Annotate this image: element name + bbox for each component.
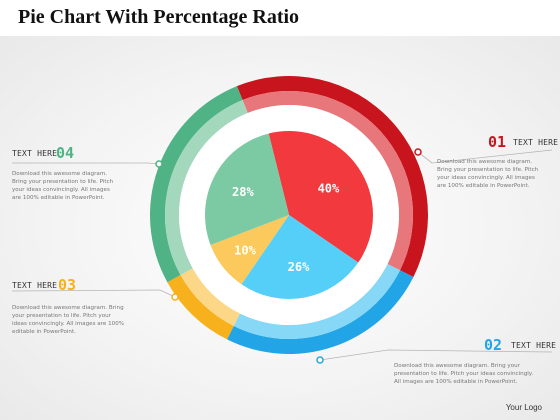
- callout-03-desc-line: your presentation to life. Pitch your: [12, 313, 111, 319]
- leader-dot-3: [171, 293, 179, 301]
- middle-ring-segment-1: [242, 91, 413, 271]
- slice-label-2: 26%: [288, 260, 310, 274]
- callout-03-number: 03: [58, 276, 77, 294]
- inner-pie: [204, 131, 373, 299]
- callout-02-number: 02: [484, 336, 503, 354]
- callout-01-desc: Download this awesome diagram. Bring you…: [437, 158, 538, 190]
- leader-line-4: [12, 162, 160, 165]
- callout-03-desc-line: Download this awesome diagram. Bring: [12, 305, 124, 311]
- outer-ring-segment-4: [150, 86, 243, 283]
- middle-ring: [165, 91, 413, 339]
- callout-03-desc: Download this awesome diagram. Bring you…: [12, 304, 124, 336]
- outer-ring-segment-1: [236, 76, 428, 277]
- callout-02-desc: Download this awesome diagram. Bring you…: [394, 362, 533, 386]
- callout-03-heading: TEXT HERE: [12, 281, 58, 290]
- callout-01-heading: TEXT HERE: [513, 138, 559, 147]
- callout-04-desc-line: your ideas convincingly. All images: [12, 187, 110, 193]
- callout-01-number: 01: [488, 133, 507, 151]
- callout-04-desc-line: Bring your presentation to life. Pitch: [12, 179, 114, 185]
- callout-02-desc-line: All images are 100% editable in PowerPoi…: [394, 379, 518, 385]
- slice-label-1: 40%: [318, 182, 340, 196]
- pie-slice-3: [210, 215, 289, 285]
- outer-ring-segment-2: [227, 270, 414, 354]
- leader-line-3: [11, 289, 176, 298]
- callout-02-desc-line: Download this awesome diagram. Bring you…: [394, 363, 520, 369]
- pie-slice-4: [204, 133, 289, 245]
- middle-ring-segment-4: [165, 100, 248, 275]
- pie-slice-1: [268, 131, 373, 263]
- callout-01-desc-line: your ideas convincingly. All images: [437, 175, 535, 181]
- pie-slice-2: [241, 215, 359, 299]
- callout-01-desc-line: Bring your presentation to life. Pitch: [437, 167, 539, 173]
- callout-02-heading: TEXT HERE: [511, 341, 557, 350]
- leader-dot-4: [155, 160, 163, 168]
- slice-label-3: 10%: [234, 244, 256, 258]
- callout-04-heading: TEXT HERE: [12, 149, 58, 158]
- leader-dot-2: [316, 356, 324, 364]
- logo-text: Your Logo: [505, 403, 542, 412]
- callout-04-desc-line: Download this awesome diagram.: [12, 171, 108, 177]
- middle-ring-segment-2: [233, 264, 401, 339]
- page-title: Pie Chart With Percentage Ratio: [18, 6, 300, 28]
- callout-04-number: 04: [56, 144, 75, 162]
- callout-04-desc-line: are 100% editable in PowerPoint.: [12, 195, 105, 201]
- callout-03-desc-line: editable in PowerPoint.: [12, 329, 76, 335]
- outer-ring: [150, 76, 428, 354]
- leader-dot-1: [414, 148, 422, 156]
- callout-01-desc-line: Download this awesome diagram.: [437, 159, 533, 165]
- title-bar: [0, 0, 560, 36]
- leader-line-1: [417, 149, 553, 164]
- callout-03-desc-line: ideas convincingly. All images are 100%: [12, 321, 125, 327]
- callout-01-desc-line: are 100% editable in PowerPoint.: [437, 183, 530, 189]
- middle-ring-segment-3: [180, 268, 240, 327]
- callout-02-desc-line: presentation to life. Pitch your ideas c…: [394, 371, 534, 377]
- outer-ring-segment-3: [167, 274, 234, 340]
- slice-label-4: 28%: [232, 185, 254, 199]
- callout-04-desc: Download this awesome diagram. Bring you…: [12, 170, 113, 202]
- leader-line-2: [319, 349, 553, 361]
- slice-labels: 40% 26% 10% 28%: [232, 182, 340, 274]
- leader-lines: [11, 148, 553, 364]
